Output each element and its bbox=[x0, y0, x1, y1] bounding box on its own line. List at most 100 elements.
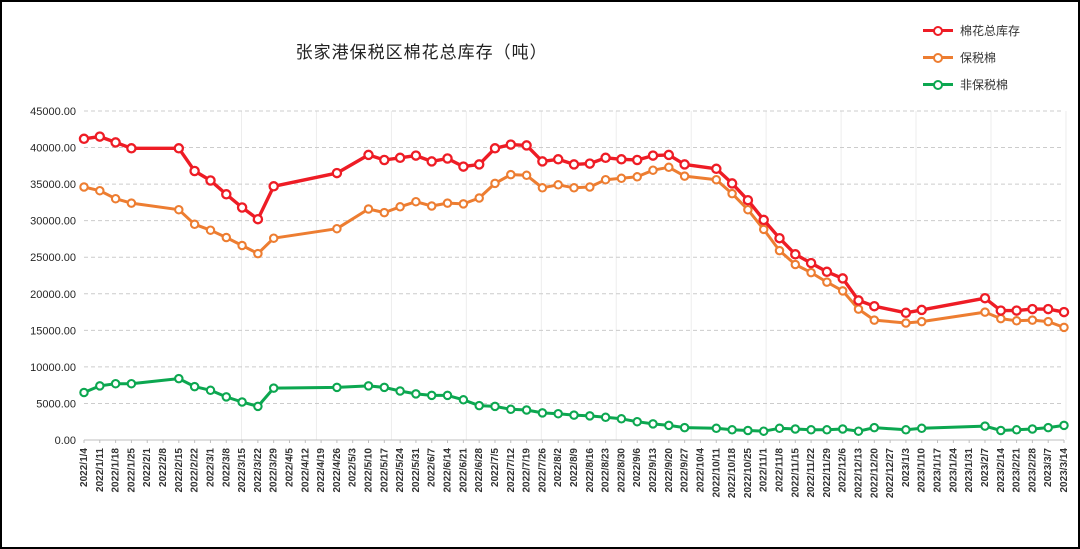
data-point-marker bbox=[568, 159, 580, 170]
data-point-marker bbox=[758, 214, 769, 226]
data-point-marker bbox=[236, 202, 248, 213]
x-tick-label: 2022/5/10 bbox=[364, 448, 375, 493]
data-point-marker bbox=[474, 193, 484, 203]
y-tick-label: 15000.00 bbox=[30, 325, 76, 337]
x-tick-label: 2022/5/31 bbox=[411, 448, 422, 493]
data-point-marker bbox=[411, 389, 421, 399]
x-tick-label: 2023/1/10 bbox=[917, 448, 928, 493]
data-point-marker bbox=[743, 425, 753, 436]
data-point-marker bbox=[980, 307, 990, 317]
x-tick-label: 2022/5/24 bbox=[395, 448, 406, 493]
data-point-marker bbox=[837, 424, 848, 434]
data-point-marker bbox=[805, 257, 817, 269]
data-point-marker bbox=[585, 411, 595, 421]
line-marker-swatch-orange bbox=[922, 56, 953, 59]
data-point-marker bbox=[758, 224, 769, 235]
x-tick-label: 2022/9/6 bbox=[632, 448, 643, 487]
x-tick-label: 2022/3/15 bbox=[237, 448, 248, 493]
data-point-marker bbox=[726, 178, 738, 189]
data-point-marker bbox=[395, 202, 405, 212]
x-tick-label: 2023/3/14 bbox=[1059, 448, 1070, 493]
data-point-marker bbox=[1027, 303, 1038, 315]
x-tick-label: 2023/2/28 bbox=[1027, 448, 1038, 493]
x-tick-label: 2022/3/29 bbox=[269, 448, 280, 493]
series-2 bbox=[79, 373, 1069, 436]
data-point-marker bbox=[616, 154, 627, 165]
line-marker-swatch-red bbox=[922, 29, 953, 32]
data-point-marker bbox=[616, 173, 627, 184]
data-point-marker bbox=[727, 425, 737, 435]
data-point-marker bbox=[663, 149, 675, 161]
data-point-marker bbox=[1042, 303, 1054, 315]
series-0 bbox=[78, 131, 1070, 319]
data-point-marker bbox=[126, 378, 137, 389]
data-point-marker bbox=[552, 154, 564, 165]
x-tick-label: 2022/5/3 bbox=[348, 448, 359, 487]
data-point-marker bbox=[268, 383, 279, 393]
x-tick-label: 2022/11/15 bbox=[790, 448, 801, 498]
data-point-marker bbox=[426, 390, 437, 401]
data-point-marker bbox=[379, 154, 390, 166]
data-point-marker bbox=[569, 183, 579, 193]
data-point-marker bbox=[442, 153, 453, 164]
series-line bbox=[82, 165, 1066, 329]
data-point-marker bbox=[379, 207, 390, 218]
data-point-marker bbox=[1011, 425, 1022, 435]
legend: 棉花总库存 保税棉 非保税棉 bbox=[922, 22, 1020, 93]
x-tick-label: 2023/1/17 bbox=[933, 448, 944, 493]
y-tick-label: 35000.00 bbox=[30, 179, 76, 191]
x-tick-label: 2022/8/16 bbox=[585, 448, 596, 493]
data-point-marker bbox=[110, 193, 121, 204]
x-tick-label: 2022/1/4 bbox=[79, 448, 90, 487]
data-point-marker bbox=[253, 401, 263, 412]
data-point-marker bbox=[790, 249, 801, 260]
x-tick-label: 2022/10/4 bbox=[695, 448, 706, 493]
x-tick-label: 2022/4/12 bbox=[300, 448, 311, 493]
data-point-marker bbox=[332, 382, 342, 393]
data-point-marker bbox=[853, 304, 864, 314]
y-axis: 45000.00 40000.00 35000.00 30000.00 25000.00… bbox=[30, 106, 76, 447]
x-tick-label: 2022/9/13 bbox=[648, 448, 659, 493]
data-point-marker bbox=[980, 421, 990, 431]
data-point-marker bbox=[916, 423, 927, 434]
x-tick-label: 2023/3/7 bbox=[1043, 448, 1054, 487]
data-point-marker bbox=[521, 405, 532, 415]
data-point-marker bbox=[806, 267, 816, 278]
x-tick-label: 2022/4/26 bbox=[332, 448, 343, 493]
x-tick-label: 2022/7/26 bbox=[537, 448, 548, 493]
data-point-marker bbox=[600, 174, 611, 185]
data-point-marker bbox=[505, 139, 517, 150]
x-tick-label: 2022/9/27 bbox=[680, 448, 691, 493]
data-point-marker bbox=[647, 150, 659, 161]
data-point-marker bbox=[394, 152, 406, 164]
data-point-marker bbox=[268, 233, 279, 243]
data-point-marker bbox=[473, 159, 485, 170]
legend-label: 棉花总库存 bbox=[959, 24, 1020, 38]
data-point-marker bbox=[537, 156, 548, 167]
legend-item-nonbonded: 非保税棉 bbox=[922, 76, 1020, 93]
x-tick-label: 2022/11/8 bbox=[774, 448, 785, 492]
y-tick-label: 40000.00 bbox=[30, 143, 76, 155]
data-point-marker bbox=[379, 382, 390, 393]
data-point-marker bbox=[205, 385, 216, 396]
data-point-marker bbox=[1059, 420, 1069, 431]
data-point-marker bbox=[252, 213, 264, 225]
x-tick-label: 2023/1/31 bbox=[964, 448, 975, 493]
data-point-marker bbox=[458, 199, 469, 209]
data-point-marker bbox=[837, 273, 848, 284]
data-point-marker bbox=[600, 412, 611, 423]
data-point-marker bbox=[995, 305, 1007, 316]
data-point-marker bbox=[474, 400, 484, 411]
data-point-marker bbox=[506, 404, 516, 415]
data-point-marker bbox=[648, 419, 658, 429]
x-axis: 2022/1/4 2022/1/11 2022/1/18 2022/1/25 2022/… bbox=[79, 440, 1070, 498]
data-point-marker bbox=[1043, 316, 1053, 327]
data-point-marker bbox=[616, 414, 627, 424]
data-point-marker bbox=[900, 307, 912, 319]
data-point-marker bbox=[537, 183, 548, 193]
data-point-marker bbox=[901, 425, 911, 435]
legend-item-total: 棉花总库存 bbox=[922, 22, 1020, 39]
data-point-marker bbox=[553, 408, 563, 419]
x-tick-label: 2022/8/30 bbox=[616, 448, 627, 493]
